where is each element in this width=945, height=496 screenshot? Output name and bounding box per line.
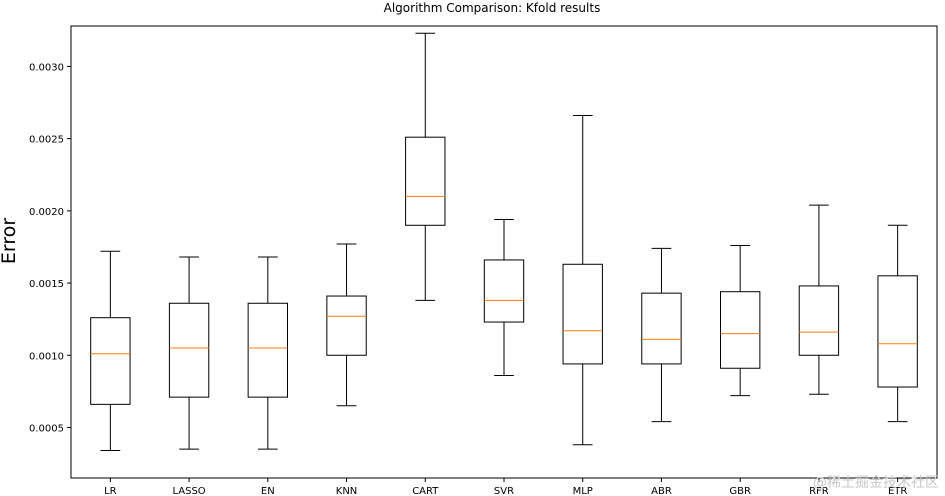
box-iqr — [405, 136, 446, 226]
box-group-abr — [641, 247, 682, 423]
box-group-en — [247, 256, 289, 450]
x-tick-label: ABR — [651, 486, 672, 496]
box-iqr — [90, 317, 131, 405]
y-tick-label: 0.0030 — [29, 62, 64, 73]
box-iqr — [562, 263, 603, 365]
box-iqr — [720, 291, 761, 369]
box-iqr — [326, 295, 367, 356]
box-iqr — [247, 302, 289, 398]
box-iqr — [877, 275, 918, 388]
x-tick-label: KNN — [336, 486, 358, 496]
box-group-lasso — [168, 256, 210, 450]
y-tick-label: 0.0005 — [29, 423, 64, 434]
box-series — [90, 32, 918, 452]
box-group-etr — [877, 224, 918, 423]
box-group-svr — [483, 219, 525, 376]
watermark: @稀土掘金技术社区 — [813, 475, 939, 491]
x-tick-label: EN — [261, 486, 275, 496]
x-tick-label: LR — [104, 486, 117, 496]
x-tick-label: GBR — [729, 486, 751, 496]
y-axis: 0.0005 0.0010 0.0015 0.0020 0.0025 0.0030 — [29, 62, 71, 434]
y-tick-label: 0.0020 — [29, 207, 64, 218]
x-tick-label: LASSO — [172, 486, 205, 496]
y-tick-label: 0.0010 — [29, 351, 64, 362]
y-axis-label: Error — [0, 218, 20, 265]
x-tick-label: CART — [412, 486, 439, 496]
box-iqr — [798, 285, 840, 356]
x-tick-label: MLP — [573, 486, 593, 496]
x-tick-label: SVR — [494, 486, 514, 496]
box-group-knn — [326, 243, 367, 407]
box-group-rfr — [798, 204, 840, 395]
chart-title: Algorithm Comparison: Kfold results — [384, 1, 601, 15]
y-tick-label: 0.0015 — [29, 279, 64, 290]
box-iqr — [168, 302, 210, 398]
box-group-lr — [90, 250, 131, 452]
box-iqr — [483, 259, 525, 323]
box-group-gbr — [720, 245, 761, 397]
box-group-mlp — [562, 115, 603, 446]
x-axis: LR LASSO EN KNN CART SVR MLP ABR GBR RFR ETR — [104, 478, 907, 496]
x-tick-label: ETR — [888, 486, 907, 496]
x-tick-label: RFR — [809, 486, 829, 496]
box-group-cart — [405, 32, 446, 301]
box-iqr — [641, 292, 682, 365]
y-tick-label: 0.0025 — [29, 135, 64, 146]
